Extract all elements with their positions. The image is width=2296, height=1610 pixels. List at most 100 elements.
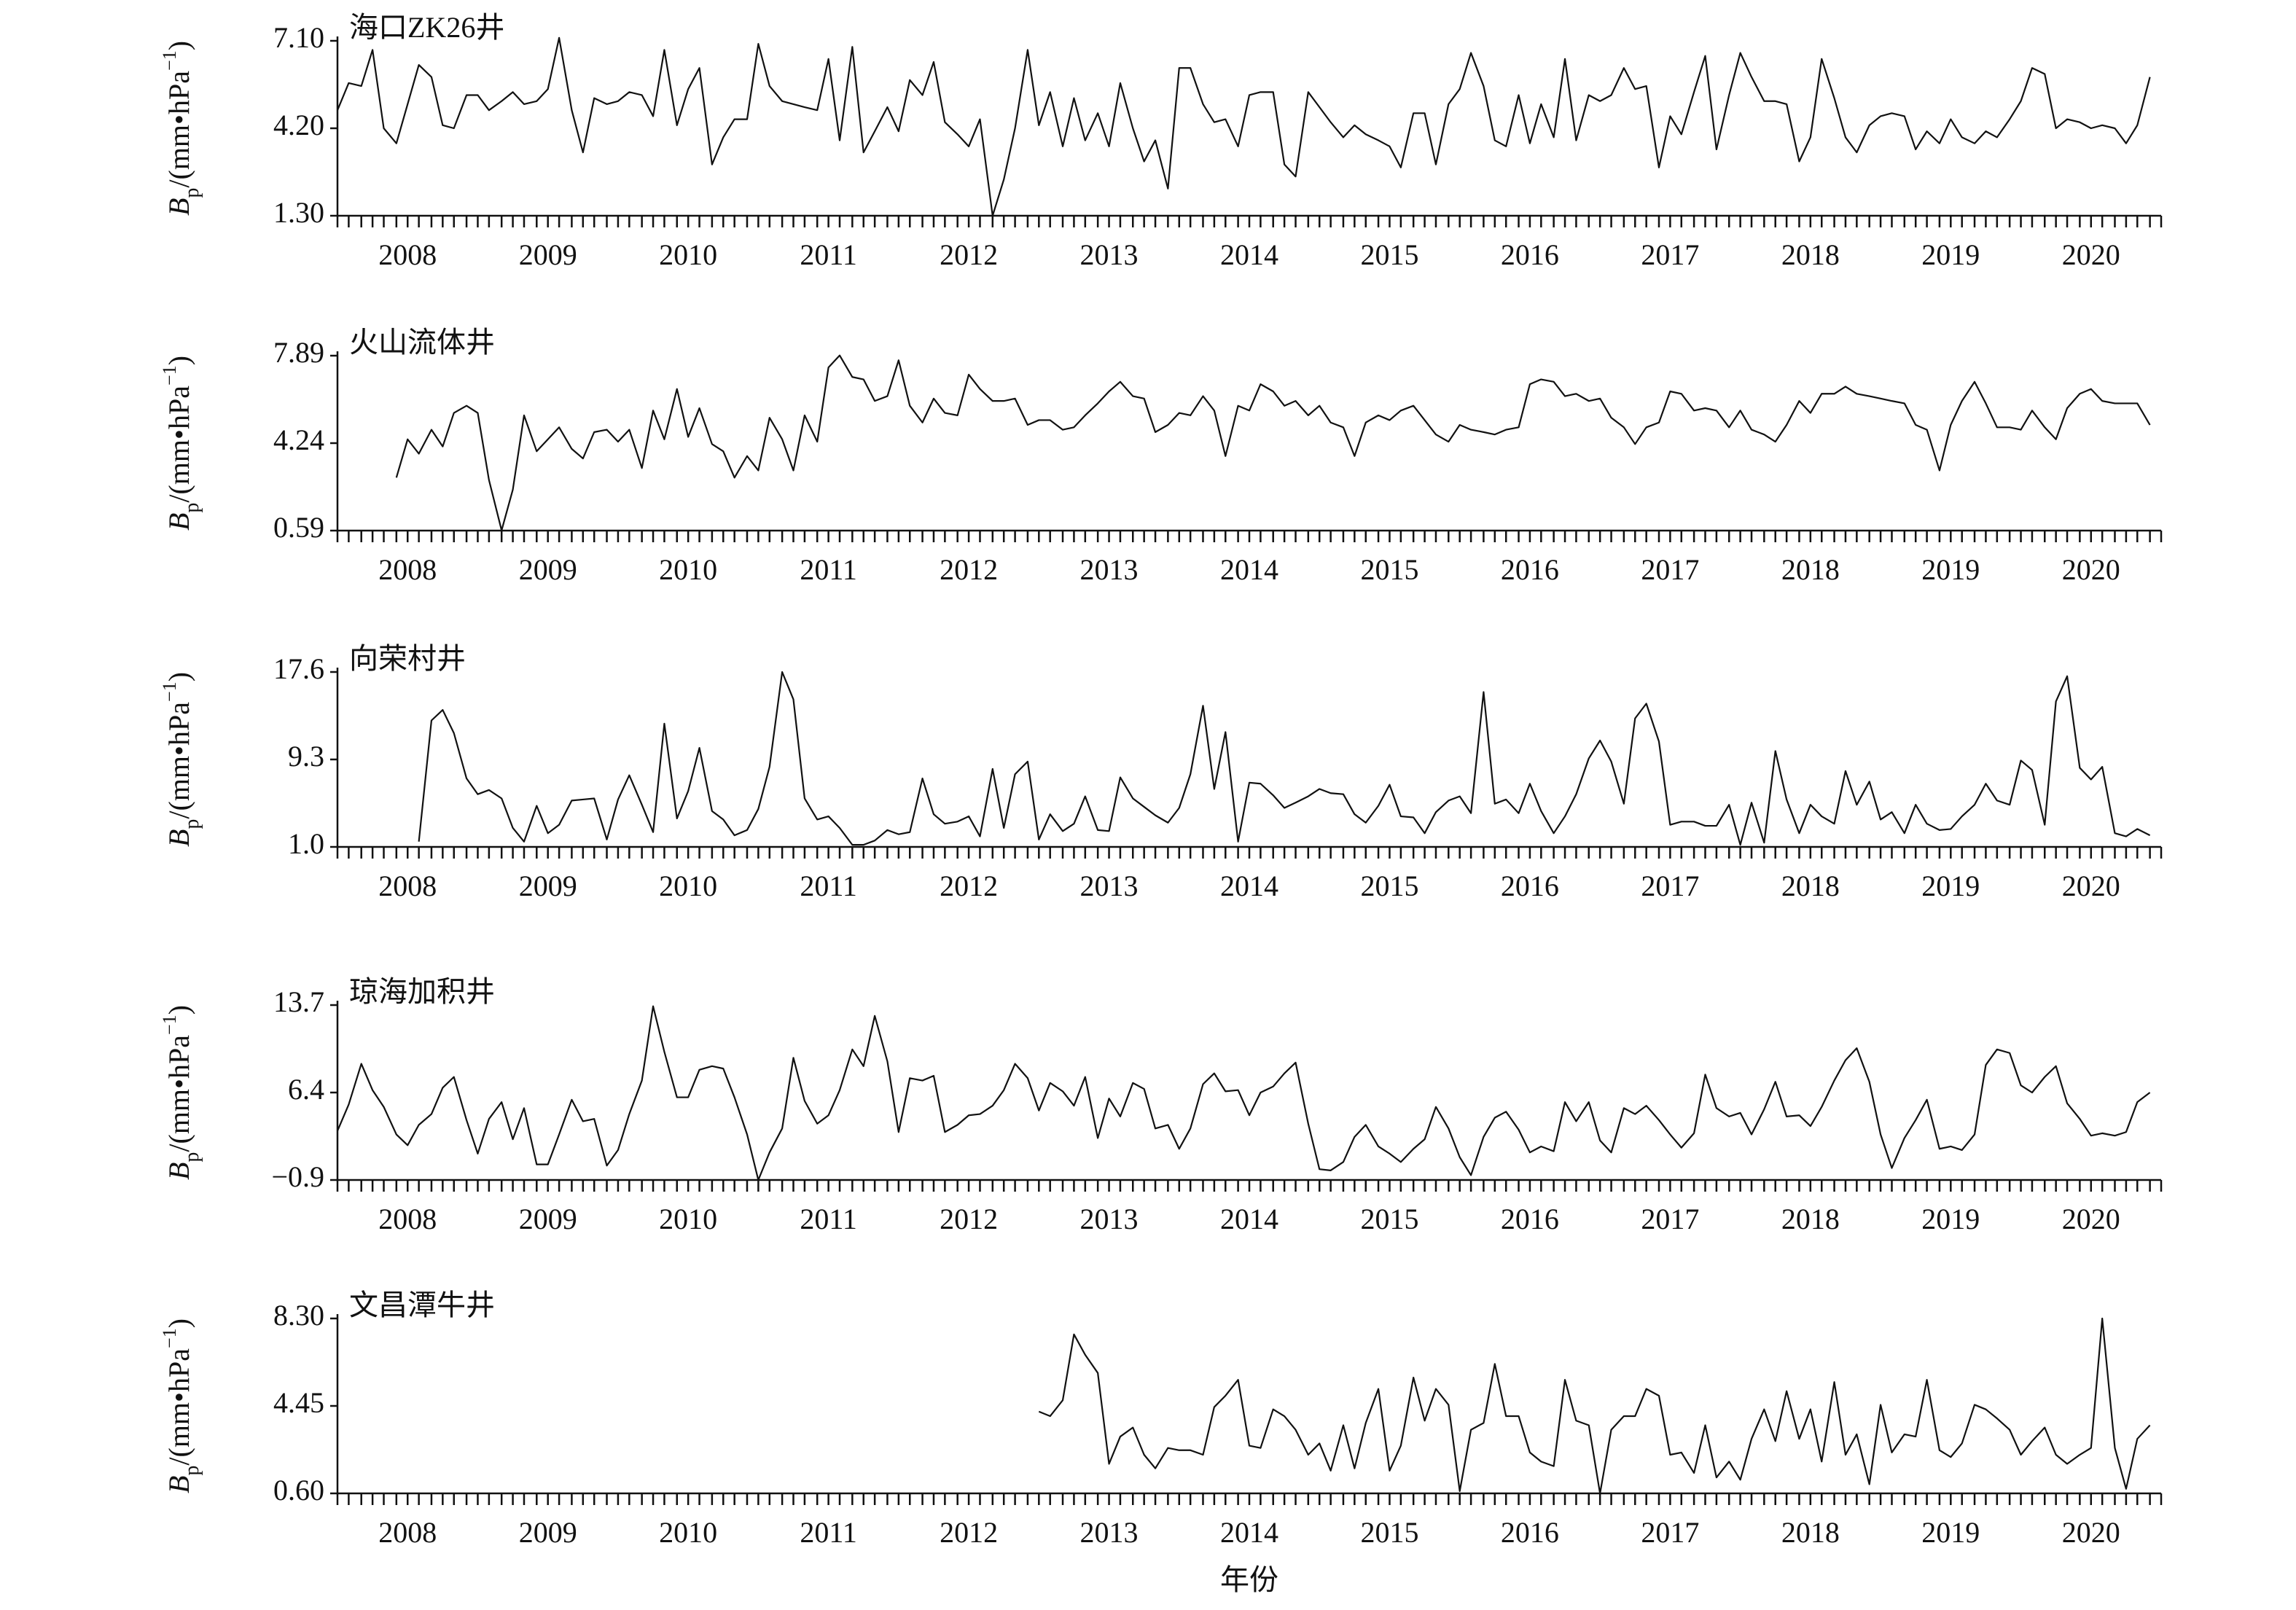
x-tick-label: 2015 <box>1360 238 1418 271</box>
x-tick-label: 2011 <box>800 1203 857 1235</box>
x-tick-label: 2017 <box>1641 1203 1699 1235</box>
y-tick-label: 7.89 <box>273 336 324 369</box>
y-tick-label: 0.59 <box>273 511 324 544</box>
x-tick-label: 2011 <box>800 1516 857 1549</box>
x-tick-label: 2018 <box>1781 553 1840 586</box>
axis-line <box>336 351 2161 532</box>
y-tick-label: 17.6 <box>273 652 324 685</box>
x-tick-label: 2013 <box>1080 870 1139 902</box>
x-tick-label: 2016 <box>1501 870 1559 902</box>
x-tick-label: 2014 <box>1220 1203 1278 1235</box>
x-tick-label: 2017 <box>1641 870 1699 902</box>
panel: 海口ZK26井 Bp/(mm•hPa−1) 1.30 4.20 7.10 2008 2009… <box>159 11 2163 271</box>
y-axis-label-part: p <box>181 819 203 829</box>
y-tick-label: 1.30 <box>273 196 324 229</box>
y-axis-label: Bp/(mm•hPa−1) <box>159 41 203 216</box>
x-tick-label: 2012 <box>940 870 998 902</box>
x-tick-label: 2008 <box>378 1203 437 1235</box>
y-axis-label-part: /(mm•hPa <box>163 1348 195 1466</box>
y-axis-label-part: B <box>163 513 195 531</box>
y-tick-label: −0.9 <box>271 1160 324 1193</box>
x-tick-label: 2020 <box>2062 1516 2120 1549</box>
x-tick-label: 2019 <box>1921 238 1980 271</box>
x-tick-label: 2019 <box>1921 1516 1980 1549</box>
x-tick-label: 2008 <box>378 553 437 586</box>
x-tick-label: 2009 <box>519 238 577 271</box>
y-tick-label: 0.60 <box>273 1474 324 1507</box>
y-axis-label-part: −1 <box>159 365 180 386</box>
x-tick-label: 2009 <box>519 1203 577 1235</box>
panel: 火山流体井 Bp/(mm•hPa−1) 0.59 4.24 7.89 2008 2009 20… <box>159 326 2163 586</box>
x-tick-label: 2009 <box>519 870 577 902</box>
x-tick-label: 2015 <box>1360 870 1418 902</box>
y-axis-label-part: B <box>163 1476 195 1493</box>
y-axis-label: Bp/(mm•hPa−1) <box>159 1005 203 1180</box>
x-tick-label: 2019 <box>1921 1203 1980 1235</box>
y-tick-label: 6.4 <box>288 1073 324 1106</box>
axis-line <box>336 36 2161 217</box>
y-tick-label: 8.30 <box>273 1299 324 1332</box>
x-tick-label: 2008 <box>378 238 437 271</box>
x-tick-label: 2012 <box>940 238 998 271</box>
x-tick-label: 2012 <box>940 1516 998 1549</box>
data-line <box>418 671 2151 846</box>
y-axis-label-part: p <box>181 188 203 198</box>
x-tick-label: 2018 <box>1781 1203 1840 1235</box>
x-tick-label: 2017 <box>1641 238 1699 271</box>
x-tick-label: 2017 <box>1641 553 1699 586</box>
x-tick-label: 2013 <box>1080 553 1139 586</box>
x-tick-label: 2012 <box>940 553 998 586</box>
x-tick-label: 2016 <box>1501 238 1559 271</box>
y-axis-label-part: ) <box>163 1318 195 1328</box>
x-tick-label: 2008 <box>378 1516 437 1549</box>
x-tick-label: 2010 <box>659 870 717 902</box>
x-tick-label: 2019 <box>1921 553 1980 586</box>
y-tick-label: 7.10 <box>273 21 324 54</box>
y-tick-label: 1.0 <box>288 827 324 860</box>
y-axis-label-part: B <box>163 1162 195 1180</box>
x-tick-label: 2020 <box>2062 238 2120 271</box>
y-axis-label-part: p <box>181 1466 203 1476</box>
y-tick-label: 4.24 <box>273 423 324 456</box>
panel-title: 文昌潭牛井 <box>349 1289 495 1321</box>
panel: 琼海加积井 Bp/(mm•hPa−1) −0.9 6.4 13.7 2008 2009 201… <box>159 975 2163 1235</box>
y-axis-label-part: ) <box>163 356 195 365</box>
x-tick-label: 2018 <box>1781 870 1840 902</box>
x-tick-label: 2013 <box>1080 1516 1139 1549</box>
x-axis-label: 年份 <box>1220 1563 1278 1596</box>
y-axis-label-part: B <box>163 198 195 216</box>
x-tick-label: 2019 <box>1921 870 1980 902</box>
x-tick-label: 2016 <box>1501 1516 1559 1549</box>
y-axis-label: Bp/(mm•hPa−1) <box>159 356 203 531</box>
x-tick-label: 2017 <box>1641 1516 1699 1549</box>
x-tick-label: 2020 <box>2062 870 2120 902</box>
x-tick-label: 2009 <box>519 1516 577 1549</box>
x-tick-label: 2015 <box>1360 1203 1418 1235</box>
x-tick-label: 2016 <box>1501 553 1559 586</box>
y-axis-label: Bp/(mm•hPa−1) <box>159 672 203 847</box>
data-line <box>336 1005 2151 1181</box>
x-tick-label: 2010 <box>659 1203 717 1235</box>
y-tick-label: 9.3 <box>288 740 324 773</box>
x-tick-label: 2010 <box>659 553 717 586</box>
y-axis-label-part: /(mm•hPa <box>163 702 195 819</box>
y-axis-label-part: ) <box>163 672 195 681</box>
panel: 文昌潭牛井 Bp/(mm•hPa−1) 0.60 4.45 8.30 2008 2009 20… <box>159 1289 2163 1549</box>
x-tick-label: 2018 <box>1781 238 1840 271</box>
x-tick-label: 2008 <box>378 870 437 902</box>
panel-title: 向荣村井 <box>349 642 466 675</box>
x-tick-label: 2015 <box>1360 553 1418 586</box>
y-tick-label: 4.45 <box>273 1386 324 1419</box>
y-axis-label-part: −1 <box>159 681 180 702</box>
x-tick-label: 2014 <box>1220 870 1278 902</box>
panel: 向荣村井 Bp/(mm•hPa−1) 1.0 9.3 17.6 2008 2009 2010 2… <box>159 642 2163 902</box>
y-axis-label-part: p <box>181 1152 203 1162</box>
x-tick-label: 2018 <box>1781 1516 1840 1549</box>
y-axis-label-part: B <box>163 829 195 847</box>
y-axis-label-part: /(mm•hPa <box>163 71 195 188</box>
y-axis-label-part: /(mm•hPa <box>163 386 195 503</box>
y-axis-label-part: −1 <box>159 50 180 71</box>
y-axis-label-part: −1 <box>159 1328 180 1348</box>
